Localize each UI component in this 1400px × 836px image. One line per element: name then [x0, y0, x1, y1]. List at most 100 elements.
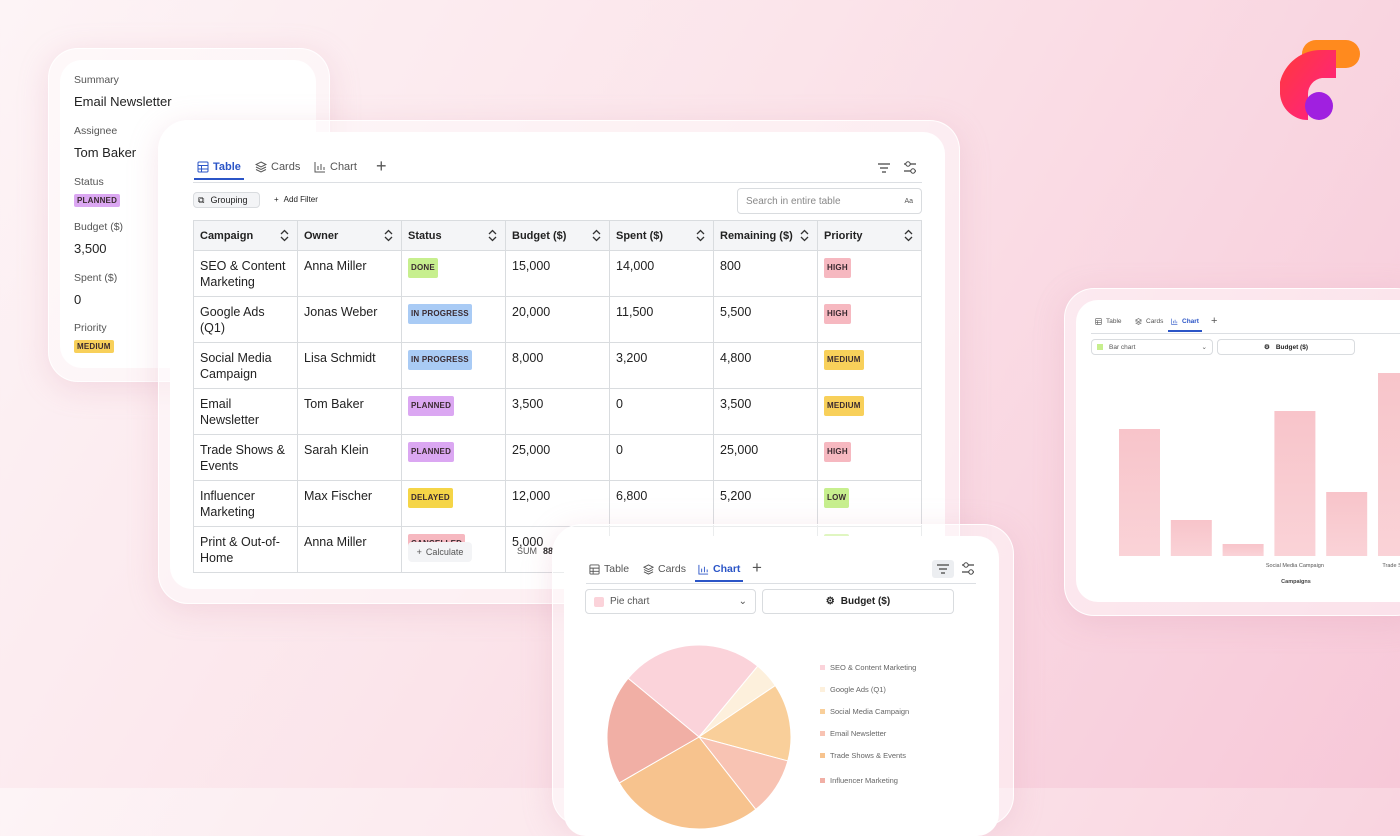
measure-label: Budget ($) [1275, 343, 1308, 351]
cell-text: 25,000 [512, 443, 551, 457]
cell-text: 11,500 [616, 305, 654, 319]
grouping-label: Grouping [210, 195, 248, 205]
tab-divider [193, 182, 922, 183]
cell-text: 5,000 [512, 535, 544, 549]
header-label: Owner [304, 230, 339, 242]
table-cell: 5,200 [713, 480, 818, 527]
field-value: Email Newsletter [74, 94, 172, 109]
table-cell: 12,000 [505, 480, 610, 527]
add-tab-icon[interactable]: + [752, 558, 762, 577]
add-filter[interactable]: + Add Filter [274, 195, 318, 204]
tab[interactable]: Cards [1132, 318, 1166, 330]
pie-slice [606, 677, 700, 784]
tab[interactable]: Chart [695, 563, 744, 582]
cell-text: Email Newsletter [200, 397, 260, 427]
tab[interactable]: Cards [640, 563, 689, 580]
table-cell: Tom Baker [297, 388, 402, 435]
tab-label: Table [1106, 318, 1122, 325]
table-cell: LOW [817, 480, 922, 527]
status-badge: MEDIUM [824, 396, 864, 416]
tab[interactable]: Chart [1168, 318, 1202, 332]
table-cell: Lisa Schmidt [297, 342, 402, 389]
chart-type-select[interactable]: Bar chart ⌄ [1091, 339, 1213, 355]
table-cell: IN PROGRESS [401, 342, 506, 389]
bar-chart: Social Media Campaign Trade Shows Campaign… [1119, 373, 1400, 585]
table-cell: 11,500 [609, 296, 714, 343]
table-cell: DELAYED [401, 480, 506, 527]
cell-text: SEO & Content Marketing [200, 259, 286, 289]
toolbar-icons[interactable] [876, 160, 920, 176]
chart-type-select[interactable]: Pie chart ⌄ [585, 589, 756, 614]
cell-text: 8,000 [512, 351, 544, 365]
table-cell: Sarah Klein [297, 434, 402, 481]
toolbar-icons[interactable] [932, 560, 978, 578]
add-tab-icon[interactable]: + [376, 156, 387, 176]
sort-icon [384, 229, 393, 247]
cell-text: Anna Miller [304, 535, 367, 549]
table-cell: Jonas Weber [297, 296, 402, 343]
table-cell: Social Media Campaign [193, 342, 298, 389]
measure-button[interactable]: ⚙ Budget ($) [762, 589, 954, 614]
legend-swatch [820, 731, 825, 736]
table-cell: 20,000 [505, 296, 610, 343]
table-cell: MEDIUM [817, 342, 922, 389]
column-header[interactable]: Status [401, 220, 506, 251]
cell-text: Influencer Marketing [200, 489, 255, 519]
tab-label: Chart [713, 563, 741, 575]
column-header[interactable]: Priority [817, 220, 922, 251]
sort-icon [696, 229, 705, 247]
tab[interactable]: Table [586, 563, 632, 580]
table-cell: Print & Out-of-Home [193, 526, 298, 573]
status-badge: DONE [408, 258, 438, 278]
table-cell: MEDIUM [817, 388, 922, 435]
search-box[interactable]: Search in entire table Aa [737, 188, 922, 214]
tab[interactable]: Cards [252, 161, 303, 178]
field-label: Assignee [74, 125, 118, 137]
logo [1280, 40, 1360, 121]
column-header[interactable]: Campaign [193, 220, 298, 251]
pie-slice [627, 644, 759, 738]
sort-icon [280, 229, 289, 247]
tab-icon [255, 161, 267, 173]
add-tab-icon[interactable]: + [1211, 315, 1218, 327]
table-cell: SEO & Content Marketing [193, 250, 298, 297]
tab[interactable]: Table [194, 161, 244, 180]
x-axis-label: Campaigns [1281, 579, 1311, 585]
pie-chart: SEO & Content Marketing Google Ads (Q1) So… [606, 644, 916, 830]
table-row: Social Media Campaign Lisa Schmidt IN PROG… [193, 342, 922, 389]
column-header[interactable]: Remaining ($) [713, 220, 818, 251]
table-cell: PLANNED [401, 434, 506, 481]
column-header[interactable]: Budget ($) [505, 220, 610, 251]
legend-swatch [820, 753, 825, 758]
x-tick-label: Social Media Campaign [1266, 563, 1324, 569]
tab[interactable]: Table [1092, 318, 1125, 330]
calculate-label: Calculate [425, 547, 464, 557]
x-tick-label: Trade Shows [1382, 563, 1400, 569]
table-cell: PLANNED [401, 388, 506, 435]
grouping-button[interactable]: ⧉ Grouping [193, 192, 260, 208]
calculate-button[interactable]: + Calculate [408, 542, 472, 562]
table-cell: 8,000 [505, 342, 610, 389]
bar [1170, 520, 1212, 556]
case-toggle[interactable]: Aa [904, 197, 913, 205]
column-header[interactable]: Spent ($) [609, 220, 714, 251]
field-label: Budget ($) [74, 221, 124, 233]
cell-text: Tom Baker [304, 397, 364, 411]
column-header[interactable]: Owner [297, 220, 402, 251]
bar [1326, 492, 1368, 556]
cell-text: 0 [616, 397, 623, 411]
chart-type-label: Bar chart [1109, 343, 1136, 351]
status-badge: PLANNED [408, 396, 455, 416]
measure-button[interactable]: ⚙ Budget ($) [1217, 339, 1355, 355]
table-cell: 0 [609, 388, 714, 435]
tab-icon [698, 564, 709, 575]
cell-text: 5,200 [720, 489, 752, 503]
legend-swatch [820, 687, 825, 692]
field-value: 0 [74, 292, 82, 307]
table-cell: 3,200 [609, 342, 714, 389]
tab-icon [197, 161, 209, 173]
field-value: 3,500 [74, 241, 107, 256]
table-row: Google Ads (Q1) Jonas Weber IN PROGRESS 20,… [193, 296, 922, 343]
legend-label: Email Newsletter [830, 729, 887, 738]
tab[interactable]: Chart [311, 161, 360, 178]
